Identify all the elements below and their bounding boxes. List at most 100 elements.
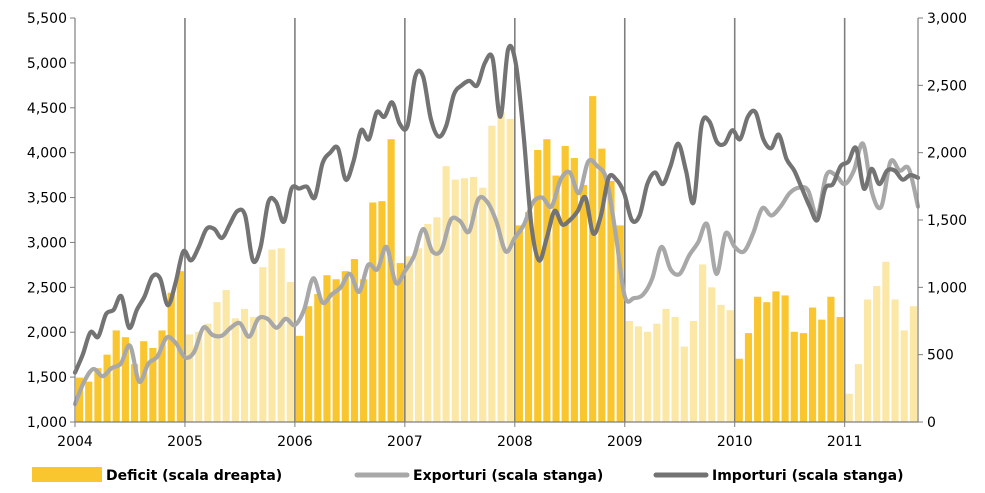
deficit-bar bbox=[524, 211, 533, 422]
deficit-bar bbox=[616, 225, 624, 422]
deficit-bar bbox=[469, 176, 478, 422]
deficit-bar bbox=[680, 346, 688, 422]
deficit-bar bbox=[112, 330, 120, 422]
deficit-bar bbox=[167, 292, 175, 422]
deficit-bar bbox=[76, 377, 84, 422]
right-tick-label: 500 bbox=[927, 348, 954, 364]
imports-line bbox=[72, 43, 921, 375]
x-tick-label: 2006 bbox=[277, 434, 313, 450]
deficit-bar bbox=[204, 323, 212, 422]
deficit-bar bbox=[424, 224, 432, 422]
deficit-bar bbox=[387, 139, 395, 422]
deficit-bar bbox=[360, 279, 368, 422]
deficit-bar bbox=[781, 295, 789, 422]
right-tick-label: 1,000 bbox=[927, 280, 967, 296]
right-tick-label: 1,500 bbox=[927, 213, 967, 229]
series-lines bbox=[72, 43, 921, 407]
deficit-bar bbox=[185, 334, 194, 422]
deficit-bar bbox=[845, 393, 853, 422]
deficit-bar bbox=[689, 321, 698, 422]
deficit-bar bbox=[827, 296, 835, 422]
deficit-bar bbox=[570, 158, 578, 423]
deficit-bar bbox=[708, 287, 716, 422]
deficit-bar bbox=[433, 217, 441, 422]
deficit-bar bbox=[534, 149, 542, 422]
deficit-bar bbox=[790, 331, 798, 422]
legend-label: Exporturi (scala stanga) bbox=[413, 468, 603, 484]
deficit-bar bbox=[195, 331, 203, 422]
deficit-bar bbox=[268, 249, 276, 422]
deficit-bar bbox=[85, 381, 93, 422]
left-tick-label: 3,000 bbox=[27, 235, 67, 251]
deficit-bar bbox=[607, 180, 615, 422]
deficit-bar bbox=[314, 294, 322, 422]
deficit-bar bbox=[451, 179, 459, 422]
deficit-bar bbox=[130, 364, 139, 422]
deficit-bar bbox=[561, 145, 569, 422]
deficit-bar bbox=[754, 296, 762, 422]
deficit-bar bbox=[744, 333, 753, 422]
left-axis-ticks: 1,000 1,500 2,000 2,500 3,000 3,500 4,000 4,500… bbox=[27, 11, 75, 431]
deficit-bar bbox=[873, 285, 881, 422]
deficit-bars bbox=[76, 96, 917, 423]
x-tick-label: 2004 bbox=[57, 434, 93, 450]
deficit-bar bbox=[598, 148, 606, 422]
deficit-bar bbox=[213, 302, 221, 422]
deficit-bar bbox=[589, 96, 597, 423]
deficit-bar bbox=[772, 291, 780, 422]
legend: Deficit (scala dreapta) Exporturi (scala … bbox=[32, 467, 903, 484]
deficit-bar bbox=[405, 256, 414, 422]
deficit-bar bbox=[305, 306, 313, 422]
deficit-bar bbox=[442, 166, 450, 422]
deficit-bar bbox=[277, 248, 285, 422]
deficit-bar bbox=[625, 321, 633, 422]
deficit-bar bbox=[836, 316, 844, 422]
deficit-bar bbox=[854, 364, 862, 422]
deficit-bar bbox=[479, 187, 487, 422]
legend-item: Exporturi (scala stanga) bbox=[354, 468, 603, 484]
legend-swatch-deficit bbox=[32, 467, 102, 482]
deficit-bar bbox=[909, 306, 917, 422]
left-tick-label: 1,500 bbox=[27, 370, 67, 386]
legend-item: Importuri (scala stanga) bbox=[653, 468, 903, 484]
deficit-bar bbox=[295, 335, 304, 422]
deficit-bar bbox=[240, 308, 249, 422]
x-tick-label: 2007 bbox=[387, 434, 423, 450]
x-axis-ticks: 2004 2005 2006 2007 2008 2009 2010 2011 bbox=[57, 422, 862, 450]
deficit-bar bbox=[809, 307, 817, 422]
deficit-bar bbox=[149, 347, 157, 422]
left-tick-label: 2,000 bbox=[27, 325, 67, 341]
right-tick-label: 3,000 bbox=[927, 11, 967, 27]
right-tick-label: 2,000 bbox=[927, 146, 967, 162]
deficit-bar bbox=[396, 263, 404, 422]
legend-item: Deficit (scala dreapta) bbox=[32, 467, 282, 484]
x-tick-label: 2009 bbox=[607, 434, 643, 450]
deficit-bar bbox=[231, 318, 239, 422]
deficit-bar bbox=[662, 308, 670, 422]
right-axis-ticks: 0 500 1,000 1,500 2,000 2,500 3,000 bbox=[918, 11, 967, 431]
x-tick-label: 2010 bbox=[717, 434, 753, 450]
deficit-bar bbox=[579, 184, 588, 422]
deficit-bar bbox=[103, 354, 111, 422]
deficit-bar bbox=[121, 337, 129, 422]
deficit-bar bbox=[415, 248, 423, 422]
exports-line bbox=[72, 141, 921, 407]
deficit-bar bbox=[506, 119, 514, 422]
deficit-bar bbox=[726, 310, 734, 422]
deficit-bar bbox=[552, 175, 560, 422]
deficit-bar bbox=[488, 125, 496, 422]
deficit-bar bbox=[286, 281, 294, 422]
deficit-bar bbox=[653, 323, 661, 422]
x-tick-label: 2011 bbox=[827, 434, 863, 450]
deficit-bar bbox=[699, 264, 707, 422]
left-tick-label: 3,500 bbox=[27, 191, 67, 207]
deficit-bar bbox=[543, 139, 551, 422]
legend-label: Deficit (scala dreapta) bbox=[106, 468, 282, 484]
x-tick-label: 2008 bbox=[497, 434, 533, 450]
left-tick-label: 5,500 bbox=[27, 11, 67, 27]
left-tick-label: 5,000 bbox=[27, 56, 67, 72]
deficit-bar bbox=[818, 319, 826, 422]
deficit-bar bbox=[900, 330, 908, 422]
left-tick-label: 4,500 bbox=[27, 101, 67, 117]
